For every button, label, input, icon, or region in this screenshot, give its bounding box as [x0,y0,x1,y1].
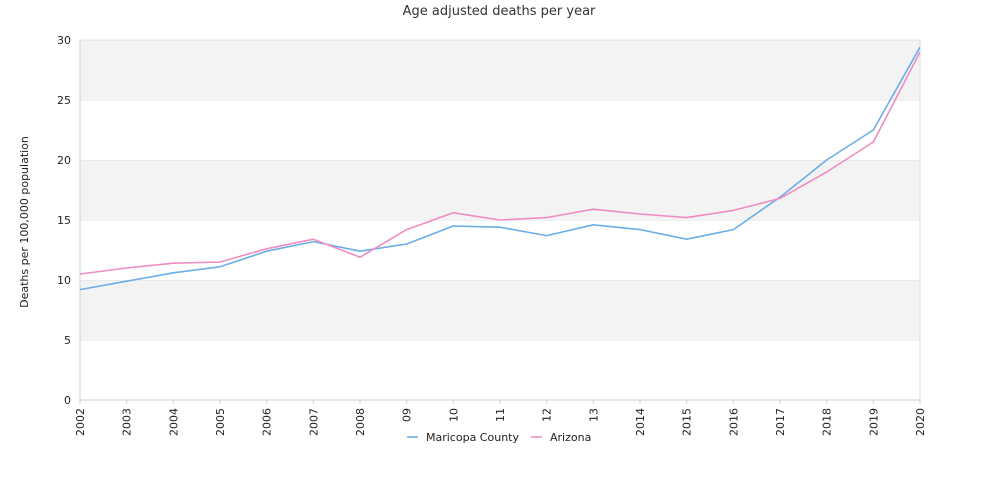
x-tick-label: 2008 [354,408,367,436]
x-tick-label: 2002 [74,408,87,436]
series-line-maricopa-county [79,46,921,291]
x-tick-label: 09 [401,408,414,422]
grid-band [80,220,920,280]
x-tick-label: 2007 [307,408,320,436]
x-tick-label: 2004 [167,408,180,436]
grid-band [80,340,920,400]
y-tick-label: 30 [57,34,71,47]
x-tick-label: 10 [447,408,460,422]
y-tick-label: 0 [64,394,71,407]
x-tick-label: 2014 [634,408,647,436]
chart-title: Age adjusted deaths per year [403,4,596,19]
legend-item[interactable]: Maricopa County [407,431,519,444]
y-tick-label: 15 [57,214,71,227]
x-tick-label: 2016 [727,408,740,436]
x-tick-label: 2003 [121,408,134,436]
x-tick-label: 2006 [261,408,274,436]
legend-label: Maricopa County [426,431,519,444]
grid-band [80,280,920,340]
y-tick-label: 10 [57,274,71,287]
x-tick-label: 13 [587,408,600,422]
series-line-arizona [79,51,921,275]
x-tick-label: 12 [541,408,554,422]
x-tick-label: 11 [494,408,507,422]
x-tick-label: 2018 [821,408,834,436]
y-tick-label: 20 [57,154,71,167]
x-tick-label: 2019 [867,408,880,436]
y-axis-label: Deaths per 100,000 population [18,136,31,308]
y-tick-label: 5 [64,334,71,347]
grid-band [80,160,920,220]
legend-item[interactable]: Arizona [531,431,591,444]
grid-band [80,40,920,100]
grid-band [80,100,920,160]
x-tick-label: 2015 [681,408,694,436]
legend-label: Arizona [550,431,591,444]
x-tick-label: 2017 [774,408,787,436]
y-tick-label: 25 [57,94,71,107]
x-tick-label: 2020 [914,408,927,436]
x-tick-label: 2005 [214,408,227,436]
